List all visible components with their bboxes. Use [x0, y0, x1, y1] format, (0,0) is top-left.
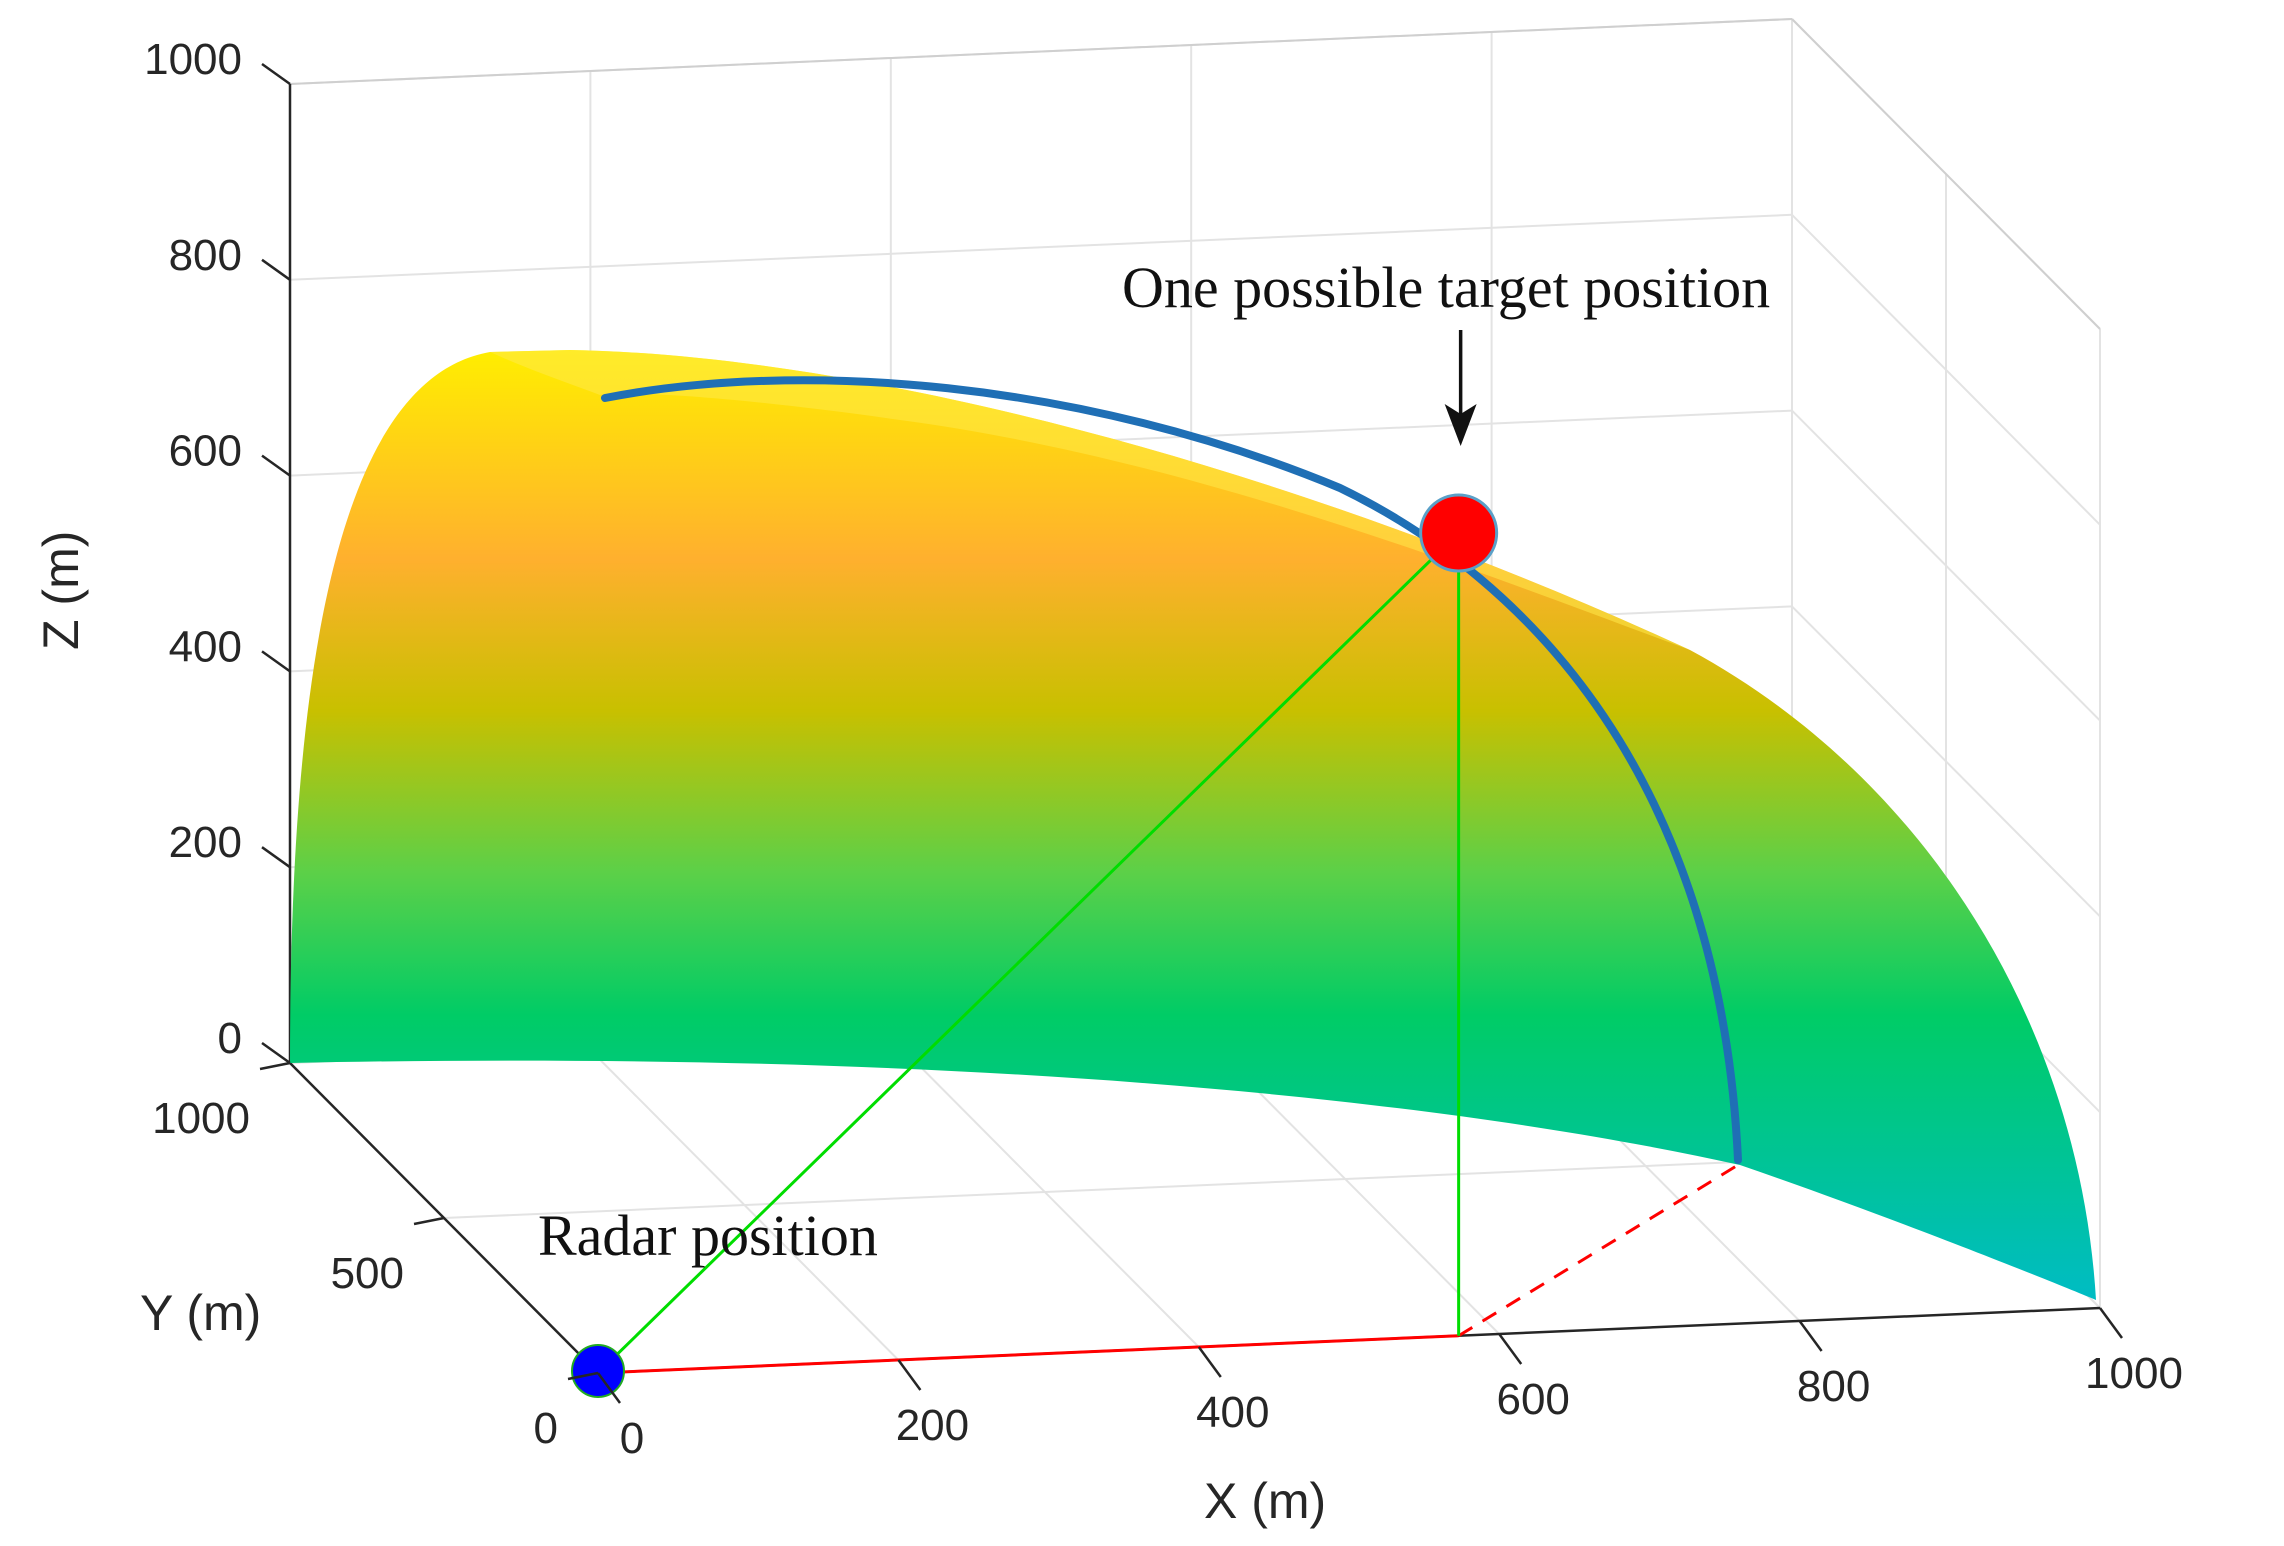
y-tick-mark — [259, 1061, 291, 1071]
target-annotation-arrowhead — [1444, 404, 1477, 446]
tick-labels: 0 200 400 600 800 1000 0 500 1000 0 200 400 600 800 10… — [144, 35, 2183, 1463]
x-tick-label: 1000 — [2085, 1349, 2183, 1398]
x-tick-label: 800 — [1797, 1362, 1870, 1411]
radar-marker — [571, 1344, 625, 1398]
z-tick-label: 400 — [169, 622, 242, 671]
x-tick-mark — [1798, 1320, 1823, 1352]
z-tick-label: 200 — [169, 818, 242, 867]
ground-projection-line — [597, 1334, 1459, 1375]
y-tick-label: 0 — [534, 1404, 558, 1453]
z-axis-label: Z (m) — [33, 531, 89, 650]
x-tick-label: 400 — [1196, 1388, 1269, 1437]
z-tick-mark — [261, 454, 291, 477]
x-tick-label: 0 — [620, 1414, 644, 1463]
x-tick-mark — [897, 1359, 922, 1391]
z-tick-mark — [261, 1041, 291, 1065]
line-of-sight — [596, 531, 1460, 1375]
x-tick-label: 600 — [1496, 1375, 1569, 1424]
grid-line-right-z — [1791, 605, 2101, 918]
x-tick-label: 200 — [896, 1401, 969, 1450]
x-tick-mark — [2098, 1307, 2124, 1339]
x-tick-mark — [1498, 1333, 1523, 1365]
z-tick-label: 0 — [218, 1014, 242, 1063]
range-shell-surface — [290, 350, 2096, 1300]
elevation-arc-curve — [601, 376, 1742, 1164]
y-tick-mark — [567, 1371, 599, 1381]
target-marker — [1419, 493, 1499, 573]
radar-annotation: Radar position — [538, 1203, 878, 1268]
z-tick-label: 1000 — [144, 35, 242, 84]
data-marks — [571, 330, 1742, 1398]
z-tick-mark — [261, 846, 291, 869]
box-edge — [1791, 18, 2101, 330]
grid-line-back-z — [289, 213, 1793, 281]
z-tick-mark — [261, 650, 291, 673]
y-tick-mark — [413, 1216, 445, 1226]
shell-top-highlight — [490, 350, 1690, 650]
z-tick-mark — [261, 258, 291, 281]
z-tick-mark — [261, 62, 291, 86]
box-edge — [289, 18, 1793, 85]
y-tick-label: 1000 — [152, 1094, 250, 1143]
grid-line-floor-y — [443, 1152, 1947, 1219]
y-axis-label: Y (m) — [140, 1285, 261, 1341]
x-axis-label: X (m) — [1204, 1473, 1326, 1529]
x-tick-mark — [1197, 1346, 1222, 1378]
z-tick-label: 800 — [169, 231, 242, 280]
grid-line-right-z — [1791, 409, 2101, 722]
grid-line-right-z — [1791, 214, 2101, 526]
x-tick-mark — [596, 1372, 622, 1404]
y-tick-label: 500 — [331, 1249, 404, 1298]
target-annotation: One possible target position — [1122, 255, 1770, 320]
z-tick-label: 600 — [169, 427, 242, 476]
ground-projection-dashed-line — [1457, 1163, 1739, 1338]
